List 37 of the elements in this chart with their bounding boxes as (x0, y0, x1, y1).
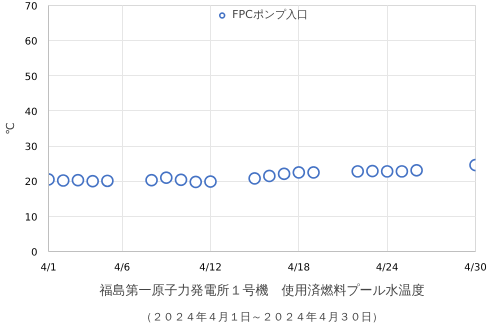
x-tick-label: 4/18 (288, 262, 310, 274)
point (351, 165, 364, 178)
y-tick-label: 50 (24, 72, 38, 83)
legend-label: FPCポンプ入口 (232, 7, 308, 22)
y-tick-label: 30 (24, 142, 38, 154)
point (189, 176, 202, 188)
x-tick-label: 4/24 (376, 262, 398, 274)
point (366, 164, 379, 178)
point (307, 166, 320, 179)
y-tick-label: 70 (24, 2, 38, 12)
point (410, 164, 423, 177)
point (101, 174, 114, 188)
point (174, 174, 188, 186)
y-tick-label: 60 (24, 36, 38, 48)
x-tick-label: 4/6 (114, 262, 130, 274)
x-tick-label: 4/12 (199, 262, 222, 274)
text: （２０２４年４月１日～２０２４年４月３０日） (141, 310, 383, 324)
x-tick-label: 4/30 (464, 262, 487, 274)
y-tick-label: 40 (24, 106, 38, 118)
point (204, 175, 217, 188)
point (292, 166, 306, 179)
text: 福島第一原子力発電所１号機 使用済燃料プール水温度 (100, 282, 424, 298)
point (278, 168, 290, 180)
y-tick-label: 10 (24, 212, 38, 224)
y-axis-title: ℃ (4, 122, 17, 135)
point (160, 171, 173, 184)
point (263, 170, 276, 182)
point (56, 174, 70, 187)
point (145, 174, 158, 186)
y-tick-label: 20 (24, 177, 38, 188)
x-tick-label: 4/1 (40, 262, 57, 274)
y-tick-label: 0 (31, 248, 38, 258)
point (86, 174, 99, 188)
point (248, 172, 261, 185)
point (396, 165, 408, 178)
point (72, 174, 84, 186)
point (380, 165, 394, 178)
